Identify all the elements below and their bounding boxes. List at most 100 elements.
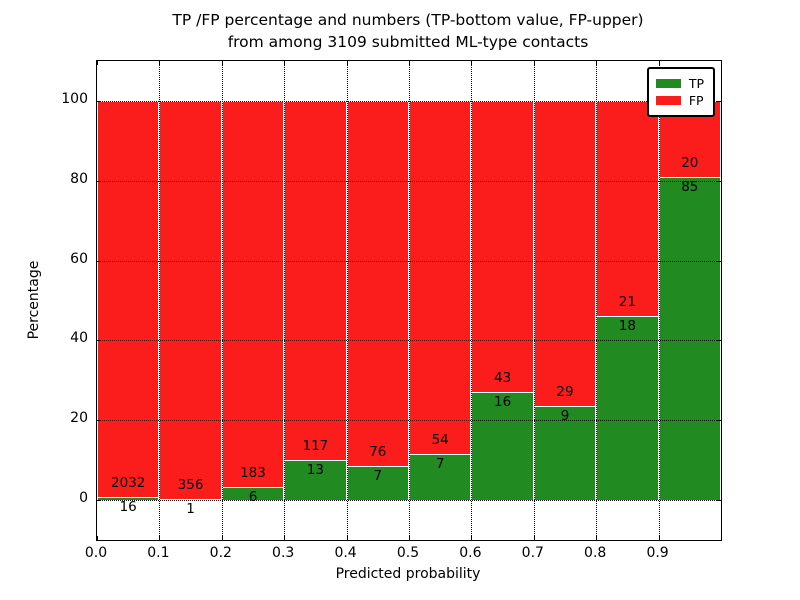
chart-title: TP /FP percentage and numbers (TP-bottom… xyxy=(96,9,720,53)
bar-segment-fp xyxy=(97,100,160,497)
v-gridline xyxy=(159,61,161,540)
x-tick-mark xyxy=(346,536,348,540)
v-gridline xyxy=(533,61,535,540)
x-tick-label: 0.7 xyxy=(521,545,544,561)
x-tick-label: 0.4 xyxy=(334,545,357,561)
x-tick-mark xyxy=(97,536,98,540)
bar-segment-fp xyxy=(221,100,285,488)
legend: TP FP xyxy=(646,67,715,117)
chart-title-line2: from among 3109 submitted ML-type contac… xyxy=(227,33,589,51)
bar-segment-tp xyxy=(533,405,597,501)
y-tick-mark xyxy=(717,500,721,502)
y-tick-mark xyxy=(97,340,101,342)
fp-count-label: 356 xyxy=(177,476,204,493)
bar-segment-tp xyxy=(409,454,472,501)
bar-segment-fp xyxy=(533,100,597,406)
x-tick-label: 0.6 xyxy=(459,545,482,561)
fp-count-label: 20 xyxy=(681,154,699,171)
tp-count-label: 18 xyxy=(618,317,636,334)
fp-count-label: 2032 xyxy=(111,474,146,491)
y-tick-mark xyxy=(97,420,101,422)
y-tick-label: 40 xyxy=(70,330,88,347)
v-gridline xyxy=(221,61,223,540)
x-tick-mark xyxy=(658,536,660,540)
fp-count-label: 54 xyxy=(431,432,449,449)
tp-count-label: 7 xyxy=(435,456,445,473)
x-tick-mark xyxy=(409,536,410,540)
bar-segment-tp xyxy=(596,315,659,501)
y-tick-mark xyxy=(97,180,101,182)
legend-label-fp: FP xyxy=(688,93,704,108)
legend-row-tp: TP xyxy=(655,75,704,92)
y-tick-mark xyxy=(97,100,101,102)
tp-count-label: 6 xyxy=(248,489,258,506)
y-tick-label: 60 xyxy=(70,250,88,267)
y-tick-mark xyxy=(97,260,101,262)
bar-segment-fp xyxy=(346,100,409,467)
x-tick-mark xyxy=(533,61,535,65)
v-gridline xyxy=(346,61,348,540)
x-tick-label: 0.0 xyxy=(84,545,108,561)
x-tick-mark xyxy=(596,61,598,65)
v-gridline xyxy=(658,61,660,540)
fp-count-label: 21 xyxy=(618,293,636,310)
fp-swatch-icon xyxy=(655,96,681,105)
tp-count-label: 16 xyxy=(493,393,512,410)
v-gridline xyxy=(284,61,286,540)
x-tick-mark xyxy=(346,61,348,65)
y-tick-mark xyxy=(717,180,721,182)
tp-count-label: 1 xyxy=(186,500,195,517)
y-tick-label: 100 xyxy=(61,90,88,107)
x-tick-mark xyxy=(159,536,161,540)
y-tick-mark xyxy=(717,260,721,262)
fp-count-label: 43 xyxy=(493,369,512,386)
fp-count-label: 183 xyxy=(240,465,266,482)
x-tick-mark xyxy=(284,536,286,540)
v-gridline xyxy=(409,61,410,540)
bar-segment-tp xyxy=(284,460,347,501)
y-tick-label: 20 xyxy=(70,410,88,427)
y-tick-mark xyxy=(97,500,101,502)
x-tick-label: 0.3 xyxy=(272,545,295,561)
x-tick-label: 0.9 xyxy=(646,545,669,561)
bar-segment-tp xyxy=(471,391,534,501)
tp-count-label: 9 xyxy=(560,407,570,424)
plot-area: 2032 16 356 1 183 6 117 13 76 7 54 7 43 16 29 9 21 18 20 85… xyxy=(96,60,722,541)
fp-count-label: 76 xyxy=(369,444,387,461)
legend-label-tp: TP xyxy=(688,76,704,91)
tp-count-label: 85 xyxy=(681,178,699,195)
x-tick-mark xyxy=(97,61,98,65)
bar-segment-tp xyxy=(346,466,409,501)
chart-title-line1: TP /FP percentage and numbers (TP-bottom… xyxy=(172,11,644,29)
y-tick-mark xyxy=(717,340,721,342)
x-axis-label: Predicted probability xyxy=(335,566,481,582)
x-tick-mark xyxy=(658,61,660,65)
y-tick-mark xyxy=(717,420,721,422)
x-tick-label: 0.5 xyxy=(396,545,420,561)
x-tick-label: 0.2 xyxy=(209,545,232,561)
x-tick-mark xyxy=(471,536,473,540)
v-gridline xyxy=(596,61,598,540)
x-tick-mark xyxy=(471,61,473,65)
bar-segment-fp xyxy=(159,100,222,499)
y-tick-label: 80 xyxy=(70,170,88,187)
y-tick-mark xyxy=(717,100,721,102)
bar-segment-tp xyxy=(658,176,721,501)
fp-count-label: 29 xyxy=(556,383,574,400)
legend-row-fp: FP xyxy=(655,92,704,109)
fp-count-label: 117 xyxy=(302,438,329,455)
bar-segment-fp xyxy=(596,100,659,316)
x-tick-label: 0.1 xyxy=(147,545,170,561)
bar-segment-fp xyxy=(409,100,472,455)
bar-segment-fp xyxy=(471,100,534,392)
x-tick-mark xyxy=(533,536,535,540)
tp-swatch-icon xyxy=(655,79,681,88)
v-gridline xyxy=(471,61,473,540)
x-tick-mark xyxy=(596,536,598,540)
x-tick-mark xyxy=(221,61,223,65)
x-tick-mark xyxy=(284,61,286,65)
tp-count-label: 16 xyxy=(119,498,137,515)
bar-segment-tp xyxy=(97,496,160,501)
x-tick-mark xyxy=(221,536,223,540)
